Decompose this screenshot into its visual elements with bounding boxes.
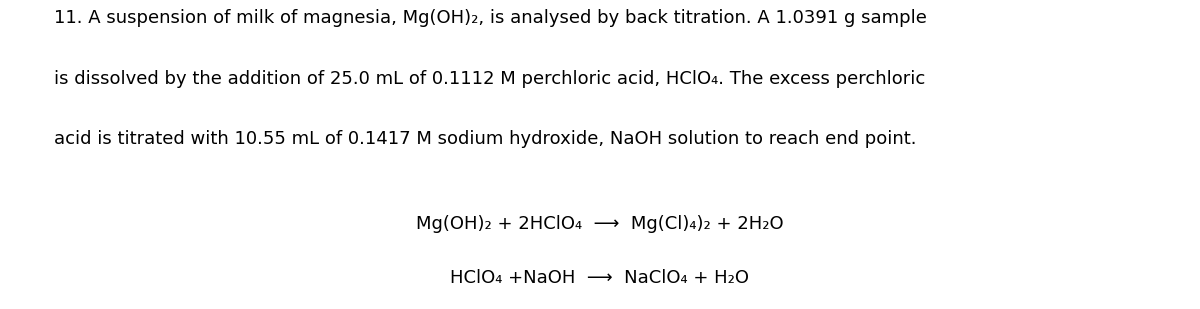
- Text: 11. A suspension of milk of magnesia, Mg(OH)₂, is analysed by back titration. A : 11. A suspension of milk of magnesia, Mg…: [54, 9, 926, 27]
- Text: acid is titrated with 10.55 mL of 0.1417 M sodium hydroxide, NaOH solution to re: acid is titrated with 10.55 mL of 0.1417…: [54, 130, 917, 148]
- Text: HClO₄ +NaOH  ⟶  NaClO₄ + H₂O: HClO₄ +NaOH ⟶ NaClO₄ + H₂O: [450, 269, 750, 287]
- Text: Mg(OH)₂ + 2HClO₄  ⟶  Mg(Cl)₄)₂ + 2H₂O: Mg(OH)₂ + 2HClO₄ ⟶ Mg(Cl)₄)₂ + 2H₂O: [416, 215, 784, 233]
- Text: is dissolved by the addition of 25.0 mL of 0.1112 M perchloric acid, HClO₄. The : is dissolved by the addition of 25.0 mL …: [54, 70, 925, 87]
